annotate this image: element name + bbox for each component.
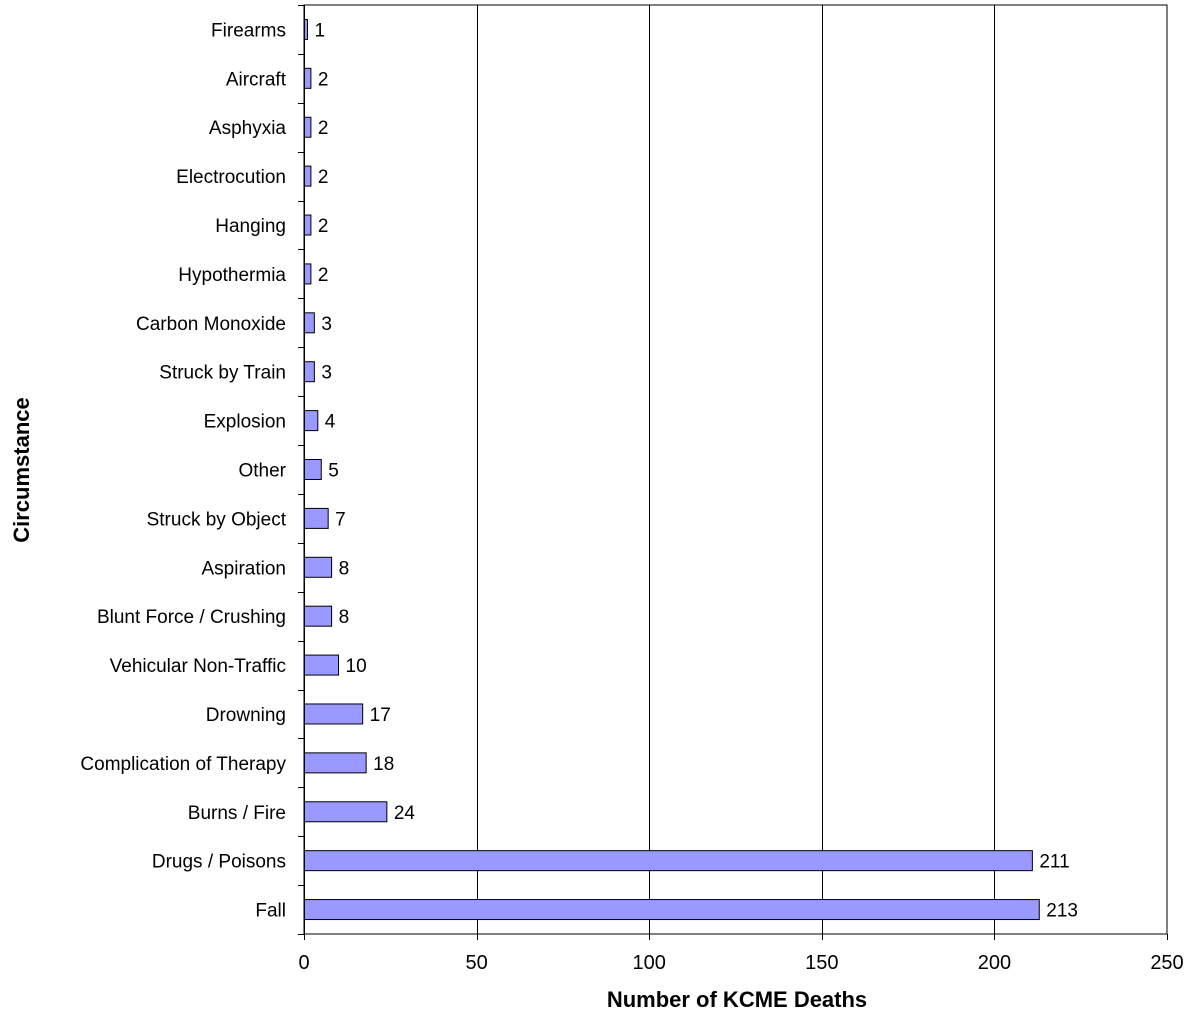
bar [303, 312, 315, 334]
bar [303, 263, 312, 285]
category-label: Complication of Therapy [80, 754, 286, 775]
y-axis-title: Circumstance [9, 397, 34, 543]
category-label: Blunt Force / Crushing [97, 607, 286, 628]
value-label: 5 [328, 461, 339, 482]
value-label: 2 [318, 118, 329, 139]
bar [303, 703, 364, 725]
bar [303, 850, 1033, 872]
value-label: 17 [370, 705, 391, 726]
value-label: 3 [321, 314, 332, 335]
x-tick-label: 200 [978, 952, 1011, 974]
value-label: 8 [339, 607, 350, 628]
bar [303, 654, 340, 676]
bar [303, 507, 329, 529]
value-label: 2 [318, 167, 329, 188]
bar [303, 116, 312, 138]
axes [298, 5, 1168, 940]
bar [303, 556, 333, 578]
value-label: 18 [373, 754, 394, 775]
value-label: 4 [325, 412, 336, 433]
category-label: Struck by Object [147, 509, 287, 530]
x-tick-label: 100 [633, 952, 666, 974]
x-tick-label: 50 [465, 952, 487, 974]
value-label: 3 [321, 363, 332, 384]
value-label: 2 [318, 216, 329, 237]
category-label: Burns / Fire [188, 803, 286, 824]
x-tick-label: 250 [1150, 952, 1183, 974]
value-label: 7 [335, 509, 346, 530]
category-label: Struck by Train [159, 363, 286, 384]
value-label: 1 [314, 20, 325, 41]
grid-lines [303, 4, 1168, 935]
category-label: Electrocution [176, 167, 286, 188]
bar [303, 801, 388, 823]
value-label: 24 [394, 803, 416, 824]
category-label: Hypothermia [178, 265, 286, 286]
bar [303, 899, 1040, 921]
x-tick-label: 150 [805, 952, 838, 974]
category-label: Asphyxia [209, 118, 287, 139]
plot-area-border [303, 4, 1168, 935]
bar [303, 214, 312, 236]
bar [303, 165, 312, 187]
category-label: Other [238, 461, 286, 482]
value-label: 2 [318, 69, 329, 90]
labels: 0 50 100 150 200 250 Firearms 1 Aircraft 2 Asphyxi… [80, 20, 1183, 974]
category-label: Firearms [211, 20, 286, 41]
bars [303, 18, 1040, 921]
category-label: Aircraft [226, 69, 287, 90]
category-label: Drowning [206, 705, 286, 726]
bar [303, 67, 312, 89]
category-label: Drugs / Poisons [152, 852, 286, 873]
value-label: 10 [346, 656, 367, 677]
x-tick-label: 0 [298, 952, 309, 974]
bar [303, 459, 322, 480]
category-label: Aspiration [202, 558, 287, 579]
category-label: Hanging [215, 216, 286, 237]
bar [303, 752, 367, 774]
bar [303, 361, 315, 383]
value-label: 2 [318, 265, 329, 286]
value-label: 213 [1046, 901, 1078, 922]
value-label: 8 [339, 558, 350, 579]
category-label: Carbon Monoxide [136, 314, 286, 335]
category-label: Explosion [204, 412, 286, 433]
x-axis-title: Number of KCME Deaths [607, 987, 867, 1012]
category-label: Vehicular Non-Traffic [110, 656, 286, 677]
category-label: Fall [255, 901, 286, 922]
bar [303, 605, 333, 627]
bar [303, 410, 319, 432]
value-label: 211 [1039, 852, 1069, 873]
